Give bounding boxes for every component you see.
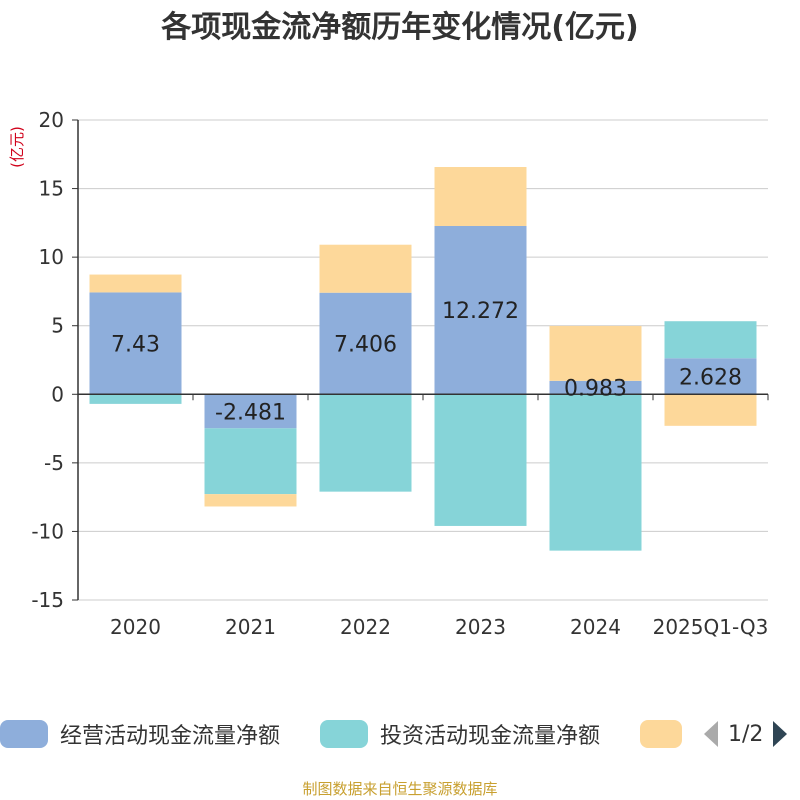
chart-svg: 各项现金流净额历年变化情况(亿元) (亿元) 20151050-5-10-152… xyxy=(8,10,769,639)
y-tick-label: 0 xyxy=(51,382,64,406)
bar-series2 xyxy=(319,244,412,293)
data-label: 7.43 xyxy=(111,332,160,357)
bar-series0 xyxy=(204,394,297,429)
legend-item-financing[interactable] xyxy=(640,720,682,748)
y-axis-label: (亿元) xyxy=(8,126,26,168)
x-tick-label: 2021 xyxy=(225,615,276,639)
bar-series2 xyxy=(89,274,182,293)
bar-series0 xyxy=(89,292,182,395)
x-tick-label: 2025Q1-Q3 xyxy=(653,615,769,639)
source-note: 制图数据来自恒生聚源数据库 xyxy=(302,780,498,798)
bar-series1 xyxy=(664,321,757,359)
bar-series1 xyxy=(319,394,412,492)
data-labels: 7.43 -2.481 7.406 12.272 0.983 2.628 xyxy=(111,299,742,425)
bars xyxy=(89,167,757,551)
data-label: 12.272 xyxy=(442,299,519,324)
legend-label-operating: 经营活动现金流量净额 xyxy=(60,724,281,749)
legend-item-investing[interactable]: 投资活动现金流量净额 xyxy=(320,720,601,749)
bar-series1 xyxy=(204,428,297,495)
x-tick-label: 2020 xyxy=(110,615,161,639)
x-tick-label: 2024 xyxy=(570,615,621,639)
data-label: 0.983 xyxy=(564,377,627,402)
x-tick-label: 2022 xyxy=(340,615,391,639)
y-tick-label: 10 xyxy=(39,245,64,269)
legend: 经营活动现金流量净额 投资活动现金流量净额 1/2 xyxy=(0,716,800,752)
bar-series1 xyxy=(89,394,182,404)
legend-swatch-investing xyxy=(320,720,368,748)
chevron-right-icon[interactable] xyxy=(771,720,789,748)
legend-pager: 1/2 xyxy=(702,720,789,748)
y-tick-label: 20 xyxy=(39,108,64,132)
data-label: 2.628 xyxy=(679,365,742,390)
bar-series1 xyxy=(434,394,527,526)
legend-page-indicator: 1/2 xyxy=(728,721,764,747)
y-tick-label: 5 xyxy=(51,314,64,338)
y-tick-label: 15 xyxy=(39,177,64,201)
bar-series0 xyxy=(319,292,412,395)
legend-label-investing: 投资活动现金流量净额 xyxy=(380,724,601,749)
bar-series2 xyxy=(204,494,297,507)
y-tick-label: -15 xyxy=(31,588,64,612)
data-label: 7.406 xyxy=(334,333,397,358)
y-tick-label: -10 xyxy=(31,519,64,543)
legend-swatch-operating xyxy=(0,720,48,748)
bar-series0 xyxy=(549,380,642,395)
chart-title: 各项现金流净额历年变化情况(亿元) xyxy=(160,10,638,45)
bar-series0 xyxy=(434,225,527,395)
legend-item-operating[interactable]: 经营活动现金流量净额 xyxy=(0,720,281,749)
bar-series1 xyxy=(549,394,642,551)
y-tick-label: -5 xyxy=(44,451,64,475)
data-label: -2.481 xyxy=(215,400,286,425)
x-tick-label: 2023 xyxy=(455,615,506,639)
bar-series2 xyxy=(549,325,642,381)
axes xyxy=(72,119,769,601)
bar-series2 xyxy=(664,394,757,426)
bar-series0 xyxy=(664,358,757,395)
tick-labels: 20 15 10 5 0 -5 -10 -15 2020 2021 2022 2023 2024 2025… xyxy=(31,108,768,639)
bar-series2 xyxy=(434,167,527,226)
chevron-left-icon[interactable] xyxy=(702,720,720,748)
legend-swatch-financing xyxy=(640,720,682,748)
